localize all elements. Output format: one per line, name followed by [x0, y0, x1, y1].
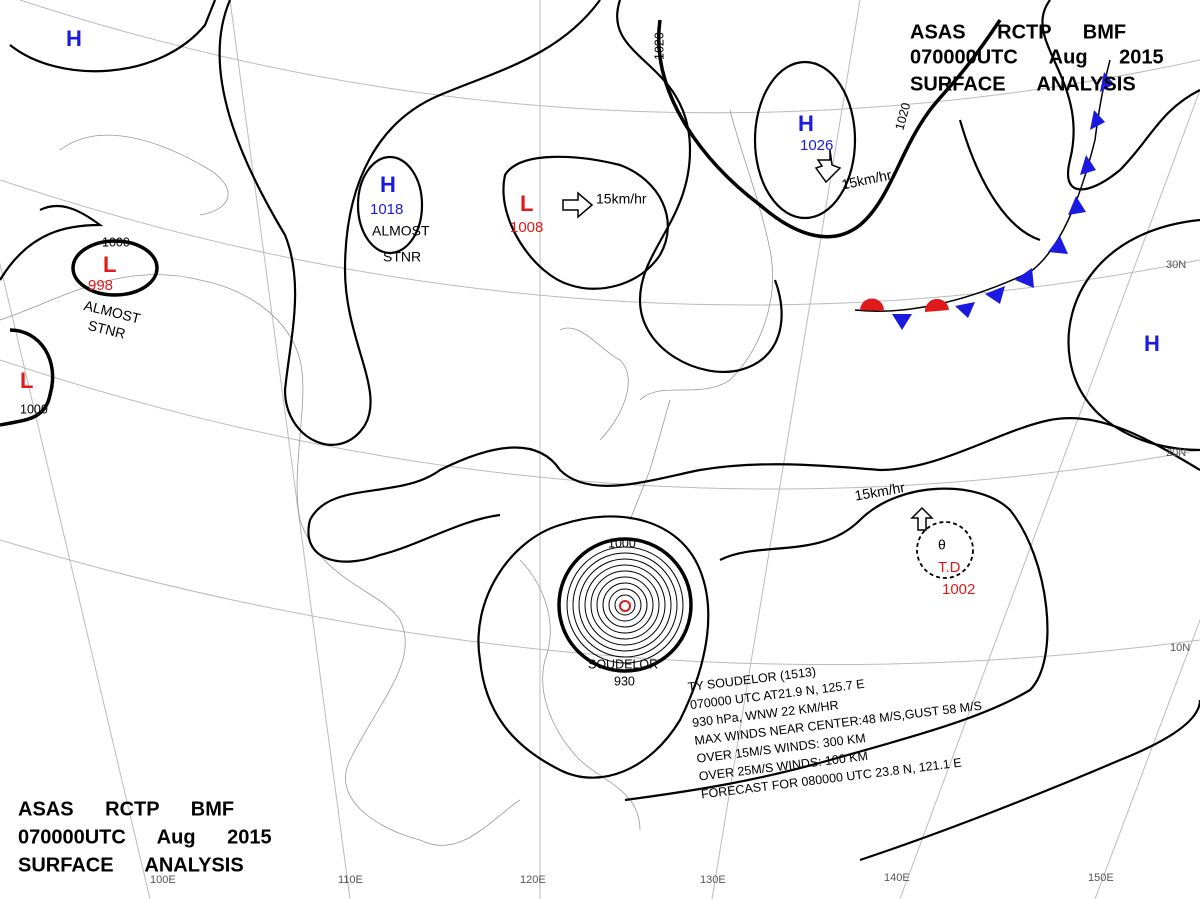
pressure-systems: H H 1018 ALMOST STNR L 998 ALMOST STNR L… — [20, 26, 1160, 688]
pressure-value: 1026 — [800, 137, 833, 154]
isobar-label: 1000 — [608, 536, 636, 550]
latitude-label: 10N — [1170, 642, 1190, 654]
longitude-label: 100E — [150, 874, 176, 886]
isobar-label: 1000 — [20, 402, 48, 416]
header-line: ASAS RCTP BMF — [910, 21, 1126, 43]
longitude-label: 130E — [700, 874, 726, 886]
header-line: SURFACE ANALYSIS — [18, 854, 244, 876]
system-label: T.D. — [938, 559, 965, 576]
isobar-label: 1000 — [102, 235, 130, 249]
system-note: STNR — [383, 249, 421, 265]
header-line: 070000UTC Aug 2015 — [18, 826, 272, 848]
isobar-labels: 1000 1000 1020 1020 1000 — [20, 32, 913, 550]
coastlines — [0, 109, 773, 846]
high-symbol: H — [380, 172, 396, 197]
typhoon-name: SOUDELOR — [588, 657, 658, 671]
movement-arrows — [562, 149, 934, 531]
pressure-value: 998 — [88, 277, 113, 294]
pressure-value: 1008 — [510, 219, 543, 236]
header-line: SURFACE ANALYSIS — [910, 73, 1136, 95]
header-bottom: ASAS RCTP BMF 070000UTC Aug 2015 SURFACE… — [18, 798, 272, 876]
longitude-label: 150E — [1088, 872, 1114, 884]
latitude-label: 20N — [1166, 447, 1186, 459]
high-symbol: H — [1144, 331, 1160, 356]
isobars — [0, 0, 1200, 862]
latitude-label: 30N — [1166, 259, 1186, 271]
pressure-value: 1002 — [942, 581, 975, 598]
isobar-label: 1020 — [893, 101, 914, 132]
header-top: ASAS RCTP BMF 070000UTC Aug 2015 SURFACE… — [910, 21, 1164, 95]
longitude-label: 140E — [884, 872, 910, 884]
longitude-label: 110E — [338, 874, 363, 886]
high-symbol: H — [798, 111, 814, 136]
header-line: ASAS RCTP BMF — [18, 798, 234, 820]
longitude-label: 120E — [520, 874, 546, 886]
pressure-value: 930 — [614, 674, 635, 688]
td-symbol: θ — [938, 537, 946, 553]
system-note: ALMOST — [372, 223, 430, 239]
high-symbol: H — [66, 26, 82, 51]
low-symbol: L — [20, 368, 33, 393]
low-symbol: L — [103, 252, 116, 277]
low-symbol: L — [520, 191, 533, 216]
pressure-value: 1018 — [370, 201, 403, 218]
movement-speed: 15km/hr — [596, 191, 647, 207]
header-line: 070000UTC Aug 2015 — [910, 46, 1164, 68]
fronts — [854, 59, 1114, 330]
isobar-label: 1020 — [652, 32, 666, 60]
typhoon-isobars — [557, 537, 693, 673]
geo-labels: 100E 110E 120E 130E 140E 150E 30N 20N 10… — [150, 259, 1190, 886]
